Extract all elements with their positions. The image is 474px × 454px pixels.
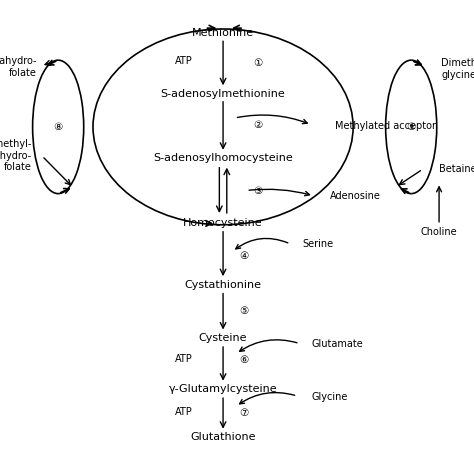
Text: Betaine: Betaine <box>439 164 474 174</box>
Text: Glutamate: Glutamate <box>311 340 363 350</box>
Text: Methionine: Methionine <box>192 29 254 39</box>
Text: 5-methyl-
tetrahydro-
folate: 5-methyl- tetrahydro- folate <box>0 139 32 173</box>
Text: ⑥: ⑥ <box>239 355 248 365</box>
Text: ATP: ATP <box>175 407 193 417</box>
Text: Glycine: Glycine <box>311 392 348 402</box>
Text: S-adenosylhomocysteine: S-adenosylhomocysteine <box>153 153 293 163</box>
Text: Cystathionine: Cystathionine <box>184 280 262 290</box>
Text: ④: ④ <box>239 251 248 261</box>
Text: Dimethyl-
glycine: Dimethyl- glycine <box>441 58 474 80</box>
Text: Cysteine: Cysteine <box>199 333 247 343</box>
Text: ⑧: ⑧ <box>54 122 63 132</box>
Text: Glutathione: Glutathione <box>191 432 256 442</box>
Text: Homocysteine: Homocysteine <box>183 217 263 227</box>
Text: ③: ③ <box>253 186 263 196</box>
Text: ATP: ATP <box>175 56 193 66</box>
Text: Tetrahydro-
folate: Tetrahydro- folate <box>0 56 36 78</box>
Text: Choline: Choline <box>421 227 457 237</box>
Text: γ-Glutamylcysteine: γ-Glutamylcysteine <box>169 385 277 395</box>
Text: Serine: Serine <box>302 239 333 249</box>
Text: ①: ① <box>253 58 263 68</box>
Text: Methylated acceptor: Methylated acceptor <box>335 121 436 131</box>
Text: ⑤: ⑤ <box>239 306 248 316</box>
Text: Adenosine: Adenosine <box>330 191 381 201</box>
Text: ATP: ATP <box>175 354 193 364</box>
Text: ⑦: ⑦ <box>239 408 248 418</box>
Text: S-adenosylmethionine: S-adenosylmethionine <box>161 89 285 99</box>
Text: ②: ② <box>253 120 263 130</box>
Text: ⑨: ⑨ <box>407 122 416 132</box>
